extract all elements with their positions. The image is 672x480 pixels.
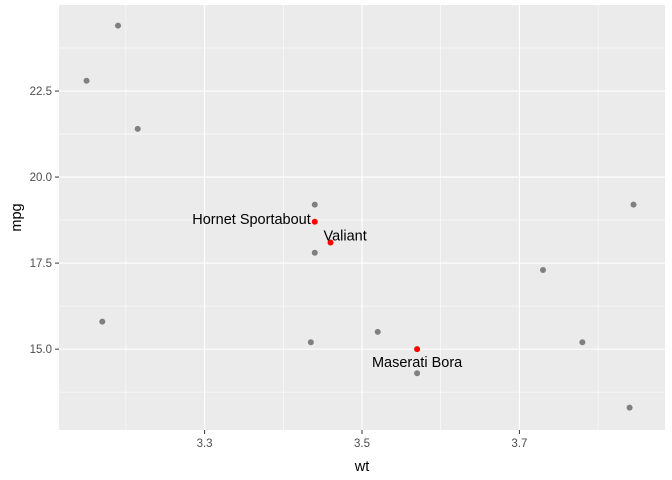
data-point xyxy=(99,318,106,325)
data-point xyxy=(311,201,318,208)
y-tick-label: 22.5 xyxy=(30,86,52,98)
point-label: Maserati Bora xyxy=(372,355,463,371)
data-point xyxy=(374,328,381,335)
y-axis-title: mpg xyxy=(9,203,25,231)
x-tick-label: 3.7 xyxy=(511,438,527,450)
data-points xyxy=(83,22,637,411)
point-labels: Hornet Sportabout Valiant Maserati Bora xyxy=(192,212,463,371)
data-point xyxy=(630,201,637,208)
data-point xyxy=(83,77,90,84)
data-point xyxy=(311,249,318,256)
major-gridlines xyxy=(59,5,665,430)
point-label: Hornet Sportabout xyxy=(192,212,311,228)
highlighted-point xyxy=(327,239,334,246)
data-point xyxy=(134,125,141,132)
y-tick-label: 20.0 xyxy=(30,172,52,184)
data-point xyxy=(307,339,314,346)
data-point xyxy=(626,404,633,411)
x-tick-label: 3.5 xyxy=(354,438,370,450)
data-point xyxy=(115,22,122,29)
highlighted-point xyxy=(311,218,318,225)
y-tick-label: 17.5 xyxy=(30,258,52,270)
highlighted-point xyxy=(414,346,421,353)
x-axis-title: wt xyxy=(354,459,370,475)
data-point xyxy=(579,339,586,346)
data-point xyxy=(414,370,421,377)
y-axis: 15.0 17.5 20.0 22.5 xyxy=(30,86,59,356)
data-point xyxy=(540,266,547,273)
x-axis: 3.3 3.5 3.7 xyxy=(197,430,527,450)
y-tick-label: 15.0 xyxy=(30,344,52,356)
point-label: Valiant xyxy=(324,228,367,244)
x-tick-label: 3.3 xyxy=(197,438,213,450)
